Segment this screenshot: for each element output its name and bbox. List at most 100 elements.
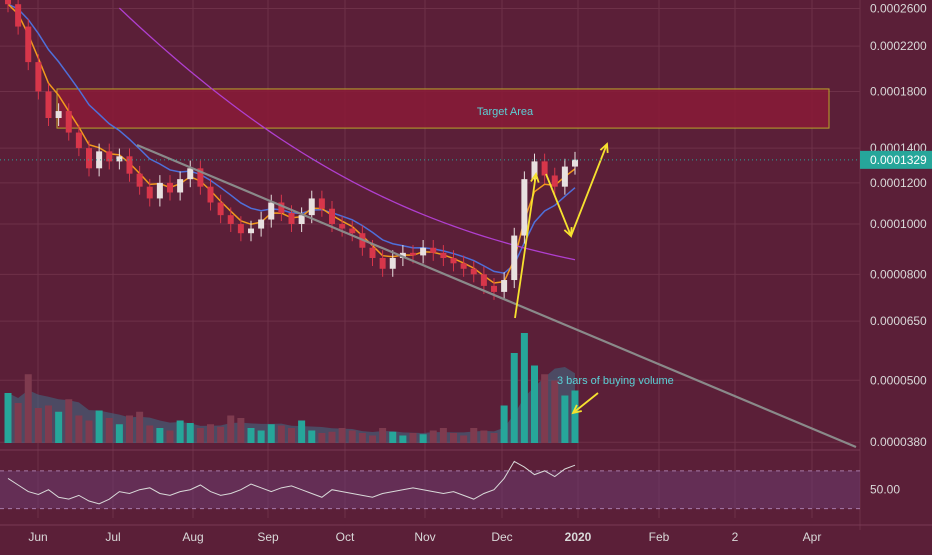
candle-body — [308, 198, 315, 216]
volume-bar — [389, 431, 397, 443]
candle-body — [278, 202, 285, 213]
price-tick-label: 0.0000500 — [870, 373, 927, 387]
candle-body — [86, 148, 92, 169]
volume-bar — [156, 428, 164, 443]
buying-volume-note: 3 bars of buying volume — [557, 375, 674, 387]
time-tick-label: Jul — [105, 530, 120, 544]
candle-body — [551, 175, 558, 187]
candle-body — [521, 179, 528, 236]
candle-body — [96, 151, 103, 169]
volume-bar — [186, 423, 194, 443]
candle-body — [25, 26, 32, 63]
rsi-band — [0, 470, 860, 509]
candle-body — [116, 156, 123, 162]
volume-bar — [237, 418, 245, 443]
price-tick-label: 0.0002200 — [870, 39, 927, 53]
rsi-pane — [0, 460, 860, 510]
candle-body — [126, 156, 133, 174]
volume-bar — [257, 430, 265, 443]
candle-body — [197, 168, 204, 187]
volume-bar — [419, 434, 427, 443]
time-tick-label: Aug — [182, 530, 203, 544]
annotation-arrows — [514, 142, 609, 415]
volume-bar — [520, 333, 528, 443]
volume-bar — [490, 433, 498, 443]
candle-body — [480, 274, 487, 286]
candle-body — [217, 202, 224, 216]
volume-bar — [288, 428, 295, 443]
volume-bar — [470, 428, 478, 443]
current-price-tag: 0.0001329 — [0, 150, 932, 169]
time-tick-label: Dec — [491, 530, 512, 544]
candle-body — [248, 228, 254, 234]
rsi-axis: 50.00 — [870, 483, 900, 497]
candle-body — [298, 215, 305, 224]
candle-body — [156, 182, 163, 199]
volume-bar — [126, 415, 133, 443]
price-tick-label: 0.0000800 — [870, 267, 927, 281]
candle-body — [369, 247, 376, 259]
candle-body — [410, 252, 416, 256]
candle-body — [561, 166, 568, 187]
volume-bar — [358, 433, 366, 443]
volume-bar — [45, 405, 52, 443]
volume-bar — [561, 395, 569, 443]
volume-bar — [136, 411, 144, 443]
candle-body — [460, 263, 467, 269]
volume-bar — [196, 428, 204, 443]
candle-body — [531, 161, 538, 180]
volume-bar — [115, 424, 123, 443]
time-axis: Jun Jul Aug Sep Oct Nov Dec 2020 Feb 2 Apr — [28, 530, 821, 544]
time-tick-label: Jun — [28, 530, 47, 544]
volume-bar — [298, 420, 306, 443]
volume-bar — [571, 390, 579, 443]
volume-bar — [55, 411, 63, 443]
volume-bar — [409, 433, 417, 443]
candle-body — [430, 247, 437, 253]
annotation-arrow-head — [571, 404, 582, 415]
price-tick-label: 0.0001200 — [870, 176, 927, 190]
volume-bar — [379, 428, 387, 443]
trendline — [136, 143, 857, 449]
volume-bar — [541, 374, 549, 443]
candle-body — [35, 62, 42, 92]
candle-body — [349, 228, 356, 234]
volume-bar — [439, 428, 447, 443]
rsi-line — [7, 460, 576, 505]
annotation-arrow-line — [514, 173, 537, 319]
volume-bar — [95, 410, 103, 443]
candle-body — [491, 285, 497, 292]
volume-bar — [207, 424, 214, 443]
time-tick-label: Feb — [649, 530, 670, 544]
candle-body — [146, 186, 153, 199]
candle-body — [399, 252, 406, 259]
price-tick-label: 0.0001800 — [870, 84, 927, 98]
price-tick-label: 0.0001000 — [870, 217, 927, 231]
volume-bar — [450, 433, 457, 443]
volume-bar — [24, 374, 32, 443]
candle-body — [501, 280, 508, 292]
time-tick-label: Sep — [257, 530, 279, 544]
candle-body — [258, 219, 265, 229]
price-tick-label: 0.0002600 — [870, 2, 927, 16]
volume-bar — [247, 428, 255, 443]
candle-body — [268, 202, 275, 220]
target-area-label: Target Area — [477, 106, 534, 118]
candle-body — [177, 179, 184, 193]
candle-body — [541, 161, 548, 176]
target-area-box — [56, 88, 830, 129]
volume-bar — [4, 393, 12, 443]
time-tick-label: Apr — [803, 530, 822, 544]
volume-bar — [166, 430, 174, 443]
candle-body — [329, 208, 335, 224]
volume-bar — [510, 353, 518, 443]
candle-body — [339, 223, 346, 229]
price-tick-label: 0.0000380 — [870, 435, 927, 449]
current-price-label: 0.0001329 — [870, 153, 927, 167]
candle-body — [237, 223, 244, 234]
candle-body — [440, 252, 447, 259]
candle-body — [379, 258, 386, 269]
candle-body — [389, 258, 396, 269]
